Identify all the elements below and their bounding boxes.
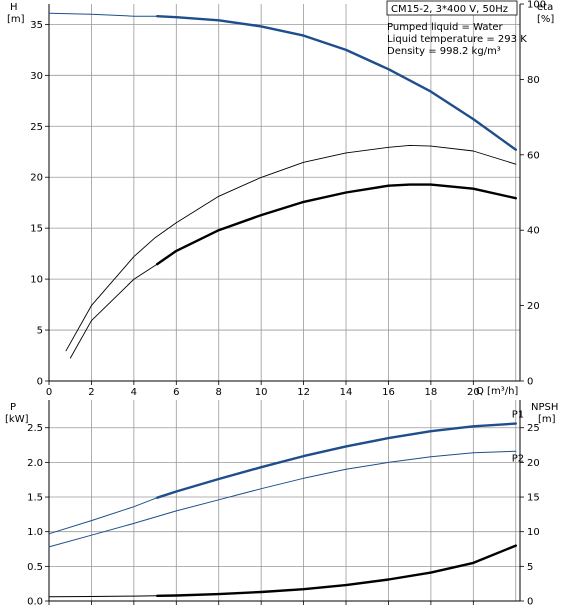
eta-axis-title: eta — [537, 2, 553, 13]
left-tick-label: 2.5 — [27, 423, 43, 434]
series-line — [156, 183, 517, 266]
chart-title: CM15-2, 3*400 V, 50Hz — [391, 4, 508, 15]
left-tick-label: 0.5 — [27, 562, 43, 573]
title-box — [386, 0, 518, 16]
right-tick-label: 80 — [527, 75, 540, 86]
left-tick-label: 2.0 — [27, 458, 43, 469]
right-tick-label: 40 — [527, 226, 540, 237]
x-tick-label: 20 — [467, 387, 480, 398]
right-tick-label: 25 — [527, 423, 540, 434]
right-tick-label: 20 — [527, 458, 540, 469]
left-tick-label: 0.0 — [27, 597, 43, 608]
series-label: P2 — [512, 453, 524, 464]
head-efficiency-panel: 0 2 4 6 8 10 12 14 16 18 20 0 5 10 15 20 25 30 35 0 20 40 60 80… — [7, 0, 554, 398]
right-tick-label: 5 — [527, 562, 533, 573]
top-grid — [49, 4, 520, 381]
bottom-ticks: 0.0 0.5 1.0 1.5 2.0 2.5 0 5 10 15 20 25 — [27, 423, 540, 607]
series-line-thin — [48, 497, 158, 535]
left-tick-label: 30 — [30, 71, 43, 82]
top-axes — [45, 3, 524, 385]
x-tick-label: 8 — [216, 387, 222, 398]
right-tick-label: 0 — [527, 597, 533, 608]
left-tick-label: 15 — [30, 224, 43, 235]
x-tick-label: 14 — [340, 387, 353, 398]
left-tick-label: 10 — [30, 275, 43, 286]
left-tick-label: 0 — [37, 377, 43, 388]
series-label: P1 — [512, 410, 524, 421]
x-tick-label: 0 — [46, 387, 52, 398]
x-tick-label: 6 — [173, 387, 179, 398]
x-tick-label: 16 — [382, 387, 395, 398]
right-tick-label: 10 — [527, 527, 540, 538]
power-npsh-panel: P1 P2 0.0 0.5 1.0 1.5 2.0 2.5 0 5 10 15 20 25 P [kW]… — [5, 400, 558, 608]
series-line-thin — [69, 263, 158, 359]
left-tick-label: 35 — [30, 20, 43, 31]
right-tick-label: 0 — [527, 377, 533, 388]
left-tick-label: 1.0 — [27, 527, 43, 538]
left-tick-label: 1.5 — [27, 493, 43, 504]
left-tick-label: 5 — [37, 326, 43, 337]
npsh-axis-title: NPSH — [531, 402, 558, 413]
power-axis-unit: [kW] — [5, 414, 29, 425]
eta-axis-unit: [%] — [537, 14, 554, 25]
series-line — [156, 15, 517, 151]
series-line — [156, 422, 517, 499]
info-line-density: Density = 998.2 kg/m³ — [387, 46, 501, 57]
x-tick-label: 18 — [425, 387, 438, 398]
head-axis-unit: [m] — [7, 14, 25, 25]
bottom-axes — [45, 400, 524, 605]
flow-axis-title: Q [m³/h] — [476, 386, 518, 397]
x-tick-label: 4 — [131, 387, 137, 398]
power-axis-title: P — [10, 402, 16, 413]
x-tick-label: 2 — [88, 387, 94, 398]
top-ticks: 0 2 4 6 8 10 12 14 16 18 20 0 5 10 15 20 25 30 35 0 20 40 60 80… — [30, 0, 546, 398]
x-tick-label: 10 — [255, 387, 268, 398]
x-tick-label: 12 — [297, 387, 310, 398]
series-line-thin — [48, 12, 158, 17]
series-line-thin — [48, 595, 158, 598]
series-line — [48, 450, 517, 548]
bottom-grid — [49, 400, 520, 601]
head-axis-title: H — [10, 2, 18, 13]
series-line — [65, 144, 517, 352]
npsh-axis-unit: [m] — [538, 414, 556, 425]
right-tick-label: 100 — [527, 0, 546, 11]
left-tick-label: 20 — [30, 173, 43, 184]
series-line — [156, 544, 517, 597]
info-line-liquid: Pumped liquid = Water — [387, 22, 504, 33]
left-tick-label: 25 — [30, 122, 43, 133]
right-tick-label: 60 — [527, 150, 540, 161]
right-tick-label: 15 — [527, 493, 540, 504]
right-tick-label: 20 — [527, 301, 540, 312]
top-series — [48, 12, 517, 359]
bottom-series: P1 P2 — [48, 410, 524, 598]
info-line-temperature: Liquid temperature = 293 K — [387, 34, 527, 45]
